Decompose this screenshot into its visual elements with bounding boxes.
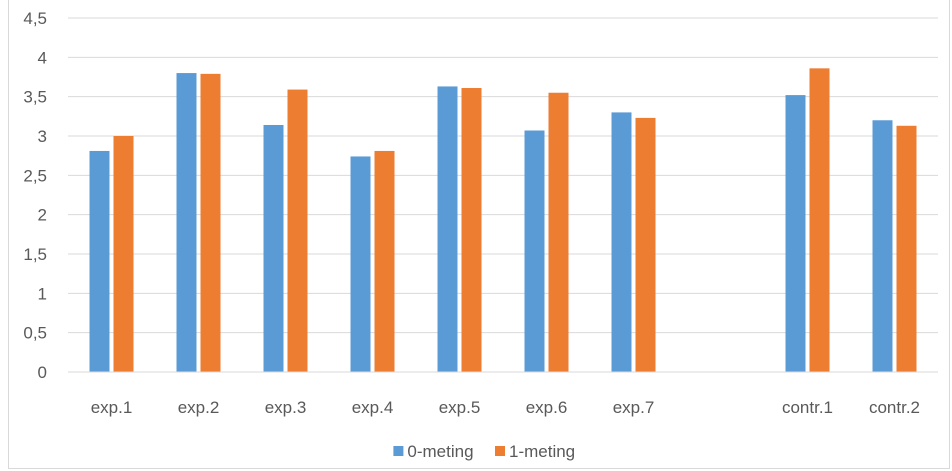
bar-1-meting-exp-6 [548, 92, 569, 372]
bar-1-meting-exp-3 [287, 89, 308, 372]
x-category-label: exp.5 [439, 398, 481, 417]
bar-0-meting-exp-4 [350, 156, 371, 372]
bar-0-meting-exp-3 [263, 124, 284, 372]
y-tick-label: 2,5 [23, 166, 47, 185]
legend-item: 0-meting [393, 442, 474, 461]
legend-swatch [495, 446, 505, 456]
bar-1-meting-exp-7 [635, 117, 656, 372]
bar-1-meting-contr-1 [809, 68, 830, 372]
gridlines [68, 17, 938, 334]
bar-0-meting-exp-1 [89, 150, 110, 372]
x-category-label: contr.2 [869, 398, 920, 417]
bar-1-meting-exp-2 [200, 73, 221, 372]
y-tick-label: 4,5 [23, 9, 47, 28]
x-category-label: exp.6 [526, 398, 568, 417]
y-tick-label: 3 [38, 127, 47, 146]
legend-label: 1-meting [509, 442, 575, 461]
x-category-label: exp.3 [265, 398, 307, 417]
x-axis-category-labels: exp.1 exp.2 exp.3 exp.4 exp.5 exp.6 exp.7 contr… [91, 398, 920, 417]
bar-0-meting-exp-7 [611, 112, 632, 373]
bar-0-meting-exp-5 [437, 86, 458, 372]
bar-0-meting-contr-2 [872, 120, 893, 373]
bar-1-meting-exp-1 [113, 136, 134, 372]
x-category-label: exp.7 [613, 398, 655, 417]
legend-swatch [393, 446, 404, 456]
y-axis-tick-labels: 0 0,5 1 1,5 2 2,5 3 3,5 4 4,5 [23, 9, 47, 382]
bar-1-meting-exp-5 [461, 88, 482, 372]
bar-0-meting-exp-6 [524, 130, 545, 372]
bar-1-meting-contr-2 [896, 125, 917, 372]
y-tick-label: 4 [38, 48, 47, 67]
legend-label: 0-meting [407, 442, 473, 461]
bar-0-meting-contr-1 [785, 95, 806, 373]
legend-item: 1-meting [495, 442, 575, 461]
x-category-label: contr.1 [782, 398, 833, 417]
y-tick-label: 1 [38, 284, 47, 303]
bar-1-meting-exp-4 [374, 150, 395, 372]
legend: 0-meting 1-meting [393, 442, 575, 461]
y-tick-label: 0 [38, 363, 47, 382]
y-tick-label: 2 [38, 206, 47, 225]
y-tick-label: 0,5 [23, 324, 47, 343]
x-category-label: exp.4 [352, 398, 394, 417]
x-category-label: exp.1 [91, 398, 133, 417]
x-category-label: exp.2 [178, 398, 220, 417]
y-tick-label: 1,5 [23, 245, 47, 264]
bar-0-meting-exp-2 [176, 73, 197, 373]
y-tick-label: 3,5 [23, 88, 47, 107]
bars [89, 68, 917, 373]
